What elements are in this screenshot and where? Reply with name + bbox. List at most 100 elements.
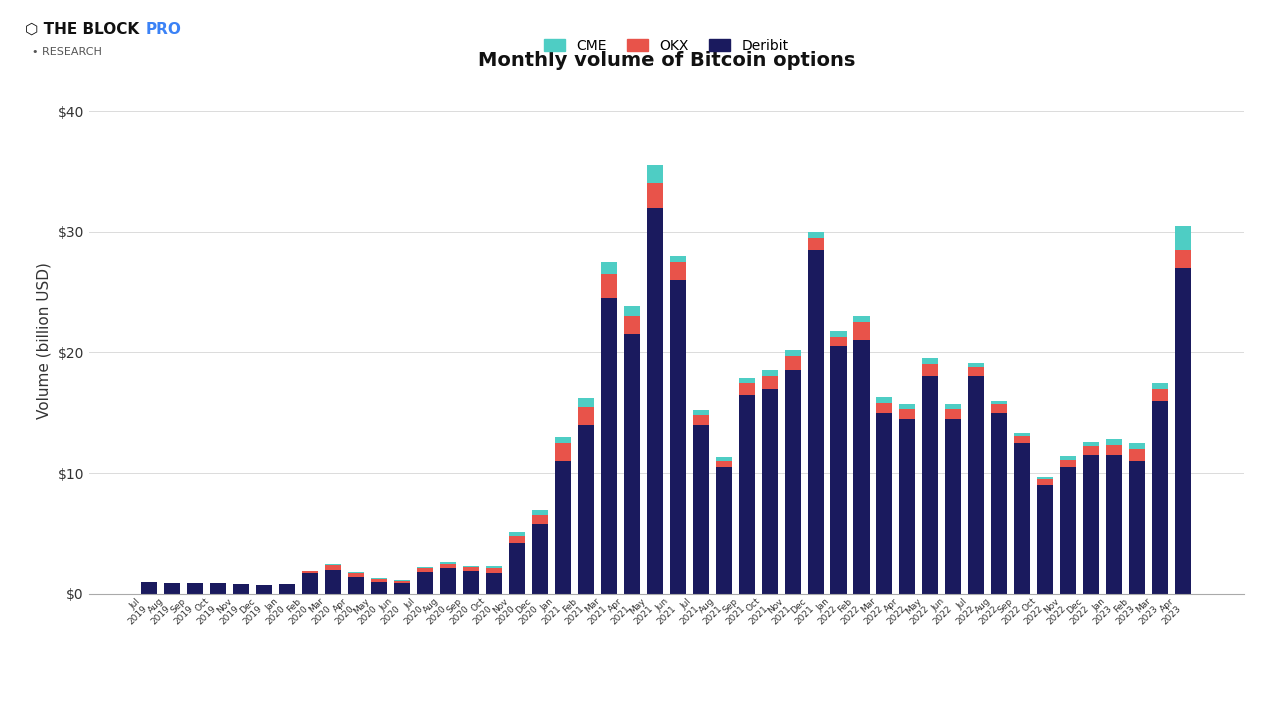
Bar [371, 578, 387, 579]
Bar [647, 165, 662, 183]
Bar [991, 400, 1008, 404]
Bar [325, 570, 341, 594]
Bar [854, 322, 869, 340]
Bar [624, 316, 640, 334]
Bar [1175, 226, 1192, 250]
Bar [761, 389, 778, 594]
Bar [877, 397, 892, 403]
Bar [348, 572, 364, 573]
Bar [945, 409, 962, 418]
Bar [279, 584, 296, 594]
Bar [716, 461, 732, 467]
Bar [463, 567, 478, 571]
Bar [463, 566, 478, 567]
Bar [1014, 433, 1030, 436]
Bar [418, 568, 433, 572]
Bar [393, 580, 410, 581]
Bar [923, 364, 939, 376]
Bar [577, 398, 594, 407]
Bar [555, 443, 571, 461]
Bar [761, 371, 778, 376]
Bar [509, 543, 525, 594]
Bar [830, 346, 846, 594]
Bar [900, 409, 915, 418]
Bar [440, 563, 456, 568]
Bar [1060, 456, 1076, 460]
Bar [968, 376, 985, 594]
Bar [807, 232, 824, 237]
Bar [693, 415, 708, 425]
Bar [968, 367, 985, 376]
Bar [1107, 455, 1122, 594]
Bar [418, 567, 433, 568]
Bar [1129, 443, 1145, 449]
Bar [325, 565, 341, 570]
Bar [577, 407, 594, 425]
Bar [1014, 436, 1030, 443]
Bar [188, 583, 203, 594]
Bar [1152, 400, 1169, 594]
Bar [348, 573, 364, 577]
Bar [348, 577, 364, 594]
Bar [1084, 442, 1099, 447]
Bar [900, 404, 915, 409]
Bar [577, 425, 594, 594]
Bar [854, 316, 869, 322]
Bar [486, 568, 503, 573]
Bar [784, 350, 801, 356]
Bar [1107, 439, 1122, 445]
Bar [418, 572, 433, 594]
Title: Monthly volume of Bitcoin options: Monthly volume of Bitcoin options [477, 51, 855, 70]
Bar [693, 411, 708, 415]
Bar [486, 566, 503, 568]
Bar [647, 208, 662, 594]
Bar [968, 363, 985, 367]
Bar [1107, 445, 1122, 455]
Bar [670, 280, 685, 594]
Bar [600, 298, 617, 594]
Bar [1060, 467, 1076, 594]
Bar [739, 395, 755, 594]
Bar [923, 358, 939, 364]
Bar [164, 584, 180, 594]
Bar [440, 568, 456, 594]
Bar [670, 256, 685, 262]
Bar [670, 262, 685, 280]
Bar [302, 571, 319, 573]
Bar [854, 340, 869, 594]
Bar [991, 413, 1008, 594]
Bar [1084, 455, 1099, 594]
Bar [1175, 268, 1192, 594]
Bar [1129, 461, 1145, 594]
Bar [486, 573, 503, 594]
Bar [141, 581, 157, 594]
Y-axis label: Volume (billion USD): Volume (billion USD) [37, 262, 52, 418]
Bar [233, 584, 249, 594]
Bar [807, 250, 824, 594]
Bar [716, 467, 732, 594]
Bar [600, 274, 617, 298]
Bar [647, 183, 662, 208]
Bar [1084, 447, 1099, 455]
Bar [302, 573, 319, 594]
Bar [900, 418, 915, 594]
Bar [624, 306, 640, 316]
Bar [830, 337, 846, 346]
Text: PRO: PRO [146, 22, 181, 37]
Bar [1175, 250, 1192, 268]
Legend: CME, OKX, Deribit: CME, OKX, Deribit [538, 33, 794, 58]
Bar [1152, 382, 1169, 389]
Bar [256, 585, 273, 594]
Bar [784, 356, 801, 371]
Bar [393, 583, 410, 594]
Bar [830, 331, 846, 337]
Bar [624, 334, 640, 594]
Bar [555, 461, 571, 594]
Bar [371, 579, 387, 581]
Bar [1060, 460, 1076, 467]
Bar [784, 371, 801, 594]
Bar [716, 458, 732, 461]
Bar [1014, 443, 1030, 594]
Text: • RESEARCH: • RESEARCH [32, 47, 102, 57]
Bar [463, 571, 478, 594]
